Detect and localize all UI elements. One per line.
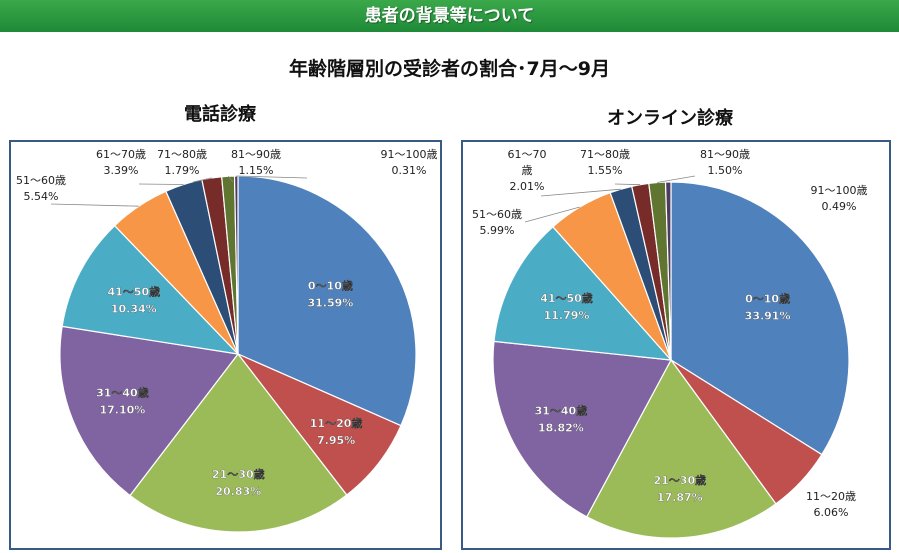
leader-line — [524, 206, 581, 223]
slice-category-label: 71～80歳 — [157, 148, 207, 161]
slice-category-label: 41～50歳 — [107, 285, 160, 299]
slice-value-label: 7.95% — [317, 434, 355, 447]
slice-category-label: 31～40歳 — [535, 403, 588, 417]
slice-category-label: 61～70歳 — [96, 148, 146, 161]
slice-category-label: 61～70 — [508, 148, 547, 161]
chart-panel-phone: 0～10歳 31.59% 11～20歳 7.95% 21～30歳 20.83% 31～40歳… — [9, 140, 442, 550]
leader-line — [236, 175, 308, 179]
slice-value-label: 1.15% — [239, 164, 274, 177]
slice-value-label: 11.79% — [544, 309, 590, 322]
pie-slice — [493, 225, 673, 361]
slice-value-label: 3.39% — [104, 164, 139, 177]
pie-slice — [129, 353, 348, 533]
leader-line — [138, 183, 184, 185]
slice-category-label: 51～60歳 — [16, 174, 66, 187]
slice-category-label: 11～20歳 — [806, 490, 856, 503]
leader-line — [657, 175, 696, 183]
slice-value-label: 1.55% — [588, 164, 623, 177]
slice-category-label: 41～50歳 — [540, 291, 593, 305]
pie-labels: 0～10歳 33.91% 11～20歳 6.06% 21～30歳 17.87% 31～40歳… — [472, 148, 868, 519]
leader-line — [192, 177, 212, 183]
pie-slices — [492, 181, 850, 539]
pie-labels: 0～10歳 31.59% 11～20歳 7.95% 21～30歳 20.83% 31～40歳… — [16, 148, 438, 498]
slice-category-label: 21～30歳 — [212, 467, 265, 481]
slice-category-label: 0～10歳 — [745, 292, 790, 306]
leader-line — [614, 183, 641, 186]
slice-category-label: 0～10歳 — [308, 279, 353, 293]
pie-slice — [61, 224, 240, 355]
slice-category-label: 81～90歳 — [231, 148, 281, 161]
chart-panel-online: 0～10歳 33.91% 11～20歳 6.06% 21～30歳 17.87% 31～40歳… — [461, 140, 891, 550]
slice-category-label: 71～80歳 — [580, 148, 630, 161]
slice-value-label: 17.87% — [657, 491, 703, 504]
pie-slices — [59, 175, 417, 533]
main-title: 年齢階層別の受診者の割合･7月～9月 — [289, 58, 610, 80]
slice-category-label: 11～20歳 — [310, 416, 363, 430]
pie-slice — [585, 358, 777, 539]
pie-slice — [664, 181, 672, 361]
slice-category-label: 51～60歳 — [472, 208, 522, 221]
slice-category-label: 91～100歳 — [381, 148, 438, 161]
slice-value-label: 10.34% — [111, 303, 157, 316]
chart-title-online: オンライン診療 — [607, 108, 733, 129]
slice-value-label: 18.82% — [538, 421, 584, 434]
slice-category-label: 91～100歳 — [811, 184, 868, 197]
leader-line — [540, 188, 621, 197]
slice-value-label: 0.31% — [392, 164, 427, 177]
slice-value-label: 0.49% — [822, 200, 857, 213]
header-banner: 患者の背景等について — [0, 0, 899, 32]
slice-value-label: 1.50% — [708, 164, 743, 177]
slice-value-label: 20.83% — [215, 485, 261, 498]
pie-slice — [670, 181, 850, 456]
slice-value-label: 5.99% — [480, 224, 515, 237]
slice-value-label: 2.01% — [510, 180, 545, 193]
chart-title-phone: 電話診療 — [184, 104, 256, 125]
slice-value-label: 31.59% — [307, 297, 353, 310]
slice-value-label: 1.79% — [165, 164, 200, 177]
pie-chart-phone: 0～10歳 31.59% 11～20歳 7.95% 21～30歳 20.83% 31～40歳… — [16, 148, 438, 533]
pie-slice — [492, 340, 672, 518]
pie-slice — [237, 175, 417, 427]
slice-value-label: 17.10% — [99, 403, 145, 416]
slice-category-label: 21～30歳 — [653, 473, 706, 487]
leader-line — [50, 203, 139, 207]
slice-value-label: 5.54% — [24, 190, 59, 203]
slice-value-label: 6.06% — [814, 506, 849, 519]
slice-value-label: 33.91% — [745, 310, 791, 323]
pie-chart-online: 0～10歳 33.91% 11～20歳 6.06% 21～30歳 17.87% 31～40歳… — [472, 148, 868, 539]
pie-slice — [59, 325, 240, 497]
slice-category-label: 81～90歳 — [700, 148, 750, 161]
leader-line — [227, 176, 234, 183]
slice-category-label: 歳 — [522, 164, 533, 177]
slice-category-label: 31～40歳 — [96, 385, 149, 399]
